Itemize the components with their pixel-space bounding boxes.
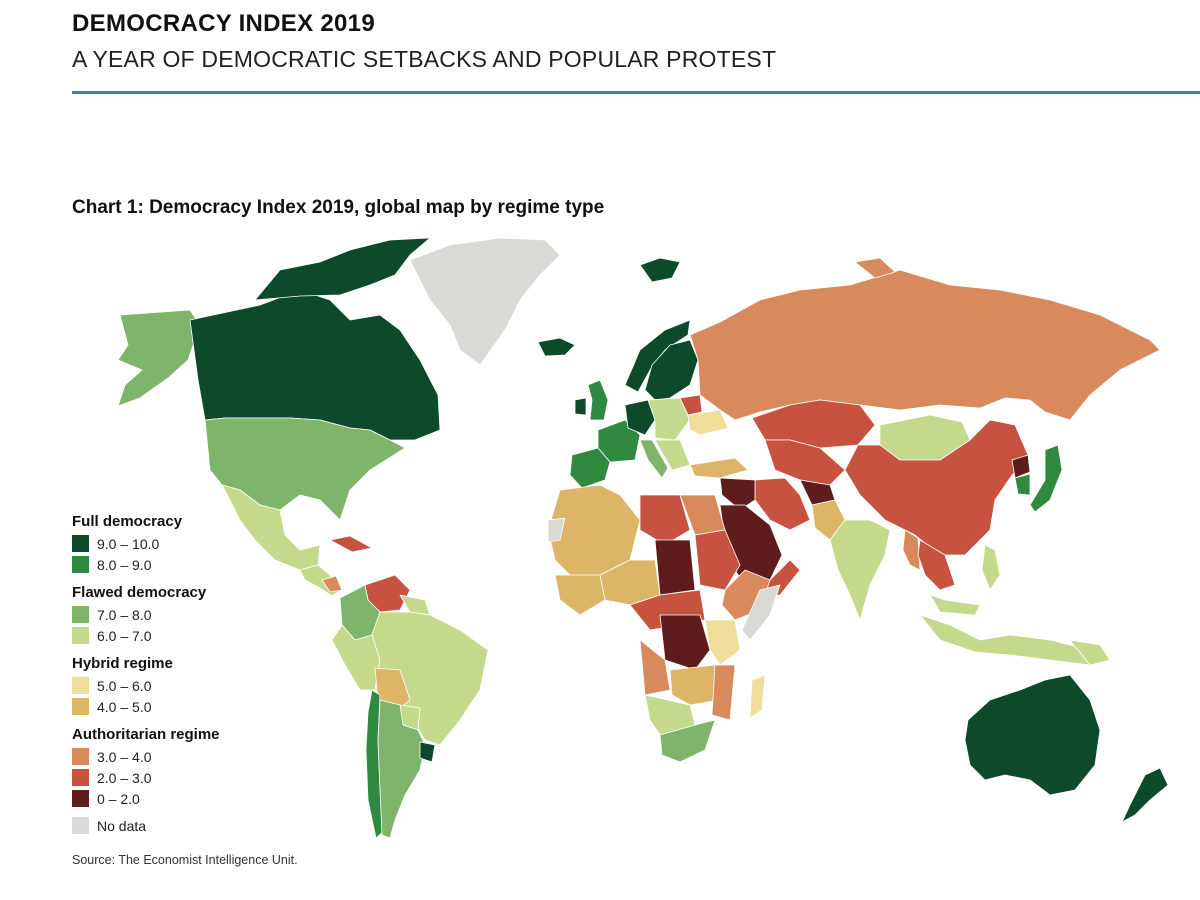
central-asia: [764, 439, 846, 486]
legend-swatch: [72, 790, 89, 807]
legend-item: 2.0 – 3.0: [72, 767, 332, 788]
report-subtitle: A YEAR OF DEMOCRATIC SETBACKS AND POPULA…: [72, 46, 777, 72]
norway: [624, 319, 691, 393]
legend-label: 3.0 – 4.0: [97, 748, 152, 765]
legend-label: 8.0 – 9.0: [97, 556, 152, 573]
legend-label: No data: [97, 817, 147, 834]
report-title: DEMOCRACY INDEX 2019: [72, 10, 375, 37]
indonesia: [919, 614, 1091, 666]
cuba: [329, 535, 373, 553]
legend-item-no-data: No data: [72, 815, 332, 836]
legend-label: 4.0 – 5.0: [97, 698, 152, 715]
dr-congo: [659, 614, 711, 671]
legend-group-authoritarian-regime: Authoritarian regime 3.0 – 4.0 2.0 – 3.0…: [72, 725, 332, 809]
legend-group-title: Authoritarian regime: [72, 726, 220, 743]
mexico: [221, 484, 321, 571]
greenland: [409, 237, 561, 366]
legend-label: 9.0 – 10.0: [97, 535, 160, 552]
somalia: [741, 584, 781, 641]
legend-swatch: [72, 556, 89, 573]
alaska: [117, 309, 201, 407]
angola: [639, 639, 671, 696]
belarus: [679, 394, 703, 416]
legend-label: 7.0 – 8.0: [97, 606, 152, 623]
myanmar: [902, 529, 921, 571]
canada-arctic-islands: [254, 237, 431, 301]
legend: Full democracy 9.0 – 10.0 8.0 – 9.0 Flaw…: [72, 512, 332, 836]
legend-swatch: [72, 627, 89, 644]
iran: [754, 477, 811, 531]
header-divider: [72, 91, 1200, 94]
japan: [1029, 444, 1063, 513]
southern-africa-mid: [669, 664, 721, 706]
spain-portugal: [569, 447, 611, 489]
russia: [689, 269, 1161, 421]
legend-swatch: [72, 817, 89, 834]
legend-item: 0 – 2.0: [72, 788, 332, 809]
legend-swatch: [72, 769, 89, 786]
legend-swatch: [72, 748, 89, 765]
legend-group-title: Hybrid regime: [72, 655, 173, 672]
legend-group-title: Flawed democracy: [72, 584, 207, 601]
canada: [189, 289, 441, 441]
svalbard: [639, 257, 681, 283]
legend-group-title: Full democracy: [72, 513, 183, 530]
legend-item: 8.0 – 9.0: [72, 554, 332, 575]
libya: [639, 494, 691, 546]
legend-item: 5.0 – 6.0: [72, 675, 332, 696]
south-korea: [1014, 473, 1031, 496]
western-sahara: [547, 517, 566, 543]
philippines: [981, 544, 1001, 591]
north-korea: [1011, 454, 1031, 479]
east-africa: [704, 619, 741, 666]
legend-item: 6.0 – 7.0: [72, 625, 332, 646]
argentina: [377, 699, 426, 839]
source-note: Source: The Economist Intelligence Unit.: [72, 853, 298, 867]
map-countries: [117, 237, 1169, 839]
legend-group-full-democracy: Full democracy 9.0 – 10.0 8.0 – 9.0: [72, 512, 332, 575]
legend-item: 7.0 – 8.0: [72, 604, 332, 625]
south-africa: [659, 719, 716, 763]
legend-swatch: [72, 677, 89, 694]
legend-swatch: [72, 606, 89, 623]
russia-arctic-islands: [854, 257, 896, 279]
legend-label: 2.0 – 3.0: [97, 769, 152, 786]
new-zealand: [1121, 767, 1169, 823]
legend-item: 4.0 – 5.0: [72, 696, 332, 717]
ireland: [574, 397, 587, 416]
india: [829, 519, 891, 621]
mozambique: [711, 664, 736, 721]
ukraine: [687, 409, 729, 436]
madagascar: [749, 674, 766, 719]
nicaragua: [321, 575, 343, 593]
sudan: [694, 529, 741, 591]
legend-group-flawed-democracy: Flawed democracy 7.0 – 8.0 6.0 – 7.0: [72, 583, 332, 646]
west-africa-coast: [554, 574, 606, 616]
china: [844, 419, 1029, 556]
legend-label: 0 – 2.0: [97, 790, 140, 807]
italy: [639, 439, 669, 479]
legend-item: 3.0 – 4.0: [72, 746, 332, 767]
turkey: [689, 457, 749, 479]
legend-swatch: [72, 535, 89, 552]
chad: [654, 539, 696, 596]
legend-label: 6.0 – 7.0: [97, 627, 152, 644]
malaysia: [929, 594, 981, 616]
iraq-syria: [719, 477, 756, 511]
legend-swatch: [72, 698, 89, 715]
chart-title: Chart 1: Democracy Index 2019, global ma…: [72, 197, 605, 218]
australia: [964, 674, 1101, 796]
papua-new-guinea: [1069, 639, 1111, 666]
iceland: [537, 337, 576, 357]
germany: [624, 399, 656, 436]
united-kingdom: [587, 379, 609, 421]
legend-label: 5.0 – 6.0: [97, 677, 152, 694]
legend-item: 9.0 – 10.0: [72, 533, 332, 554]
uruguay: [419, 741, 436, 763]
thailand-indochina: [917, 539, 956, 591]
world-map: [117, 237, 1169, 839]
legend-group-hybrid-regime: Hybrid regime 5.0 – 6.0 4.0 – 5.0: [72, 654, 332, 717]
